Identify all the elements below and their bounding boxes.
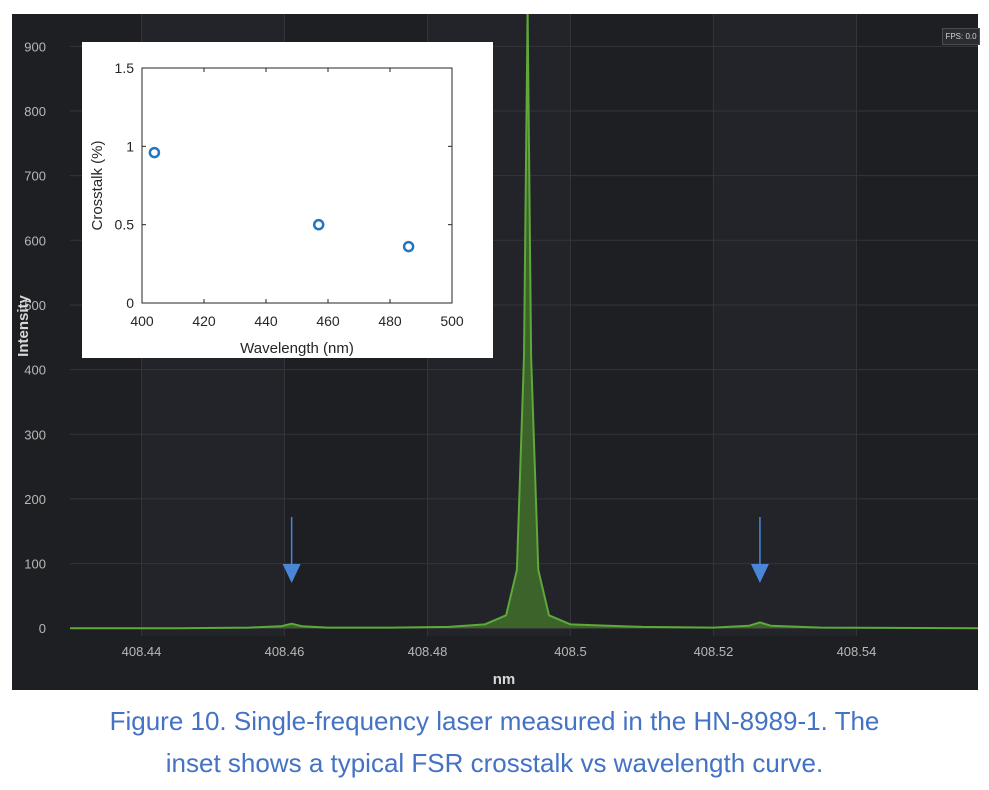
inset-x-tick-label: 420 [192, 313, 216, 329]
inset-y-tick-label: 1.5 [115, 60, 135, 76]
crosstalk-point [148, 146, 161, 159]
x-tick-label: 408.54 [837, 644, 877, 659]
y-tick-label: 200 [24, 492, 46, 507]
crosstalk-inset: 400 420 440 460 480 500 0 0.5 1 1.5 Wavelength (nm… [82, 42, 493, 358]
inset-y-axis-title: Crosstalk (%) [89, 140, 106, 230]
inset-y-tick-label: 1 [126, 138, 134, 154]
inset-y-tick-label: 0.5 [115, 217, 135, 233]
crosstalk-point [312, 218, 325, 231]
crosstalk-point [402, 240, 415, 253]
x-tick-label: 408.5 [554, 644, 587, 659]
background-band [713, 14, 857, 636]
x-tick-label: 408.44 [122, 644, 162, 659]
x-tick-label: 408.52 [694, 644, 734, 659]
side-mode-arrow-head [282, 564, 301, 583]
inset-plot-frame [141, 67, 453, 304]
y-tick-label: 400 [24, 363, 46, 378]
inset-x-tick-label: 460 [316, 313, 340, 329]
side-mode-arrow-head [750, 564, 769, 583]
y-tick-label: 300 [24, 427, 46, 442]
inset-x-axis-title: Wavelength (nm) [240, 340, 354, 357]
y-axis-title: Intensity [15, 295, 32, 357]
inset-x-tick-label: 500 [440, 313, 464, 329]
crosstalk-chart: 400 420 440 460 480 500 0 0.5 1 1.5 Wavelength (nm… [89, 60, 464, 357]
y-tick-label: 0 [39, 621, 46, 636]
y-tick-label: 900 [24, 39, 46, 54]
x-tick-label: 408.48 [408, 644, 448, 659]
caption-line-1: Figure 10. Single-frequency laser measur… [109, 706, 880, 736]
y-tick-label: 600 [24, 233, 46, 248]
inset-x-tick-label: 480 [378, 313, 402, 329]
figure-caption: Figure 10. Single-frequency laser measur… [0, 700, 989, 784]
x-axis-title: nm [493, 671, 516, 688]
inset-x-tick-label: 400 [130, 313, 154, 329]
fps-badge: FPS: 0.0 [942, 28, 980, 45]
y-tick-label: 700 [24, 169, 46, 184]
y-tick-label: 500 [24, 298, 46, 313]
y-tick-label: 100 [24, 557, 46, 572]
inset-x-tick-label: 440 [254, 313, 278, 329]
spectrum-fill [70, 14, 978, 629]
x-tick-label: 408.46 [265, 644, 305, 659]
spectrum-line [70, 14, 978, 630]
inset-y-tick-label: 0 [126, 295, 134, 311]
caption-line-2: inset shows a typical FSR crosstalk vs w… [165, 748, 824, 778]
y-tick-label: 800 [24, 104, 46, 119]
